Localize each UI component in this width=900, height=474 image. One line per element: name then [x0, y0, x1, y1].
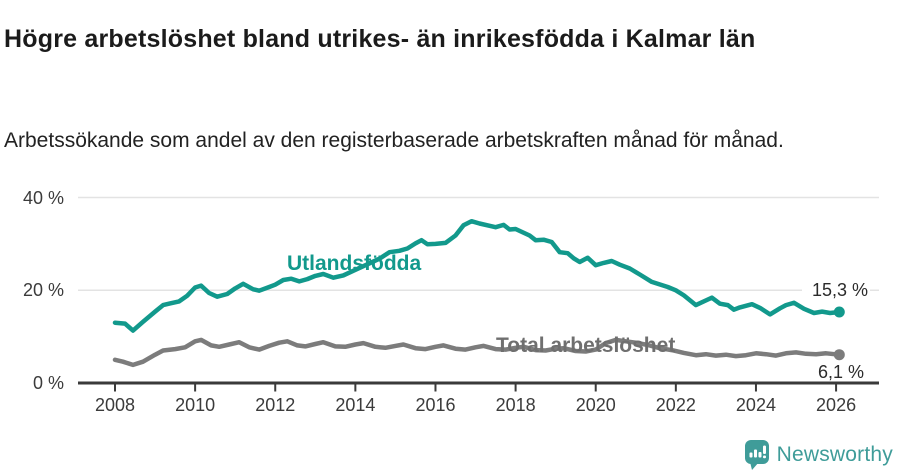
x-axis-label: 2016: [415, 395, 456, 415]
y-axis-label: 0 %: [32, 373, 64, 393]
x-axis-label: 2018: [495, 395, 536, 415]
end-value-label-utlandsfodda: 15,3 %: [802, 281, 870, 299]
series-line-0: [112, 218, 842, 333]
series-end-dot-1: [833, 349, 845, 361]
newsworthy-logo-text: Newsworthy: [776, 443, 893, 466]
x-axis-label: 2014: [335, 395, 376, 415]
newsworthy-logo-link[interactable]: Newsworthy: [744, 439, 893, 471]
x-axis-label: 2010: [175, 395, 216, 415]
series-label-utlandsfodda: Utlandsfödda: [287, 252, 422, 275]
newsworthy-chart-bubble-icon: [744, 439, 770, 471]
chart-subtitle: Arbetssökande som andel av den registerb…: [4, 129, 784, 152]
x-axis-label: 2020: [575, 395, 616, 415]
y-axis-label: 40 %: [22, 187, 64, 208]
x-axis-label: 2026: [816, 395, 857, 415]
y-axis-label: 20 %: [22, 280, 64, 301]
x-axis-label: 2012: [255, 395, 296, 415]
end-value-label-total: 6,1 %: [806, 363, 866, 381]
series-label-total-arbetsloshet: Total arbetslöshet: [496, 334, 676, 357]
chart-title: Högre arbetslöshet bland utrikes- än inr…: [4, 24, 756, 53]
x-axis-label: 2022: [655, 395, 696, 415]
x-axis-label: 2024: [735, 395, 776, 415]
x-axis-label: 2008: [94, 395, 136, 415]
series-end-dot-0: [833, 306, 845, 318]
series-line-1: [112, 337, 842, 368]
